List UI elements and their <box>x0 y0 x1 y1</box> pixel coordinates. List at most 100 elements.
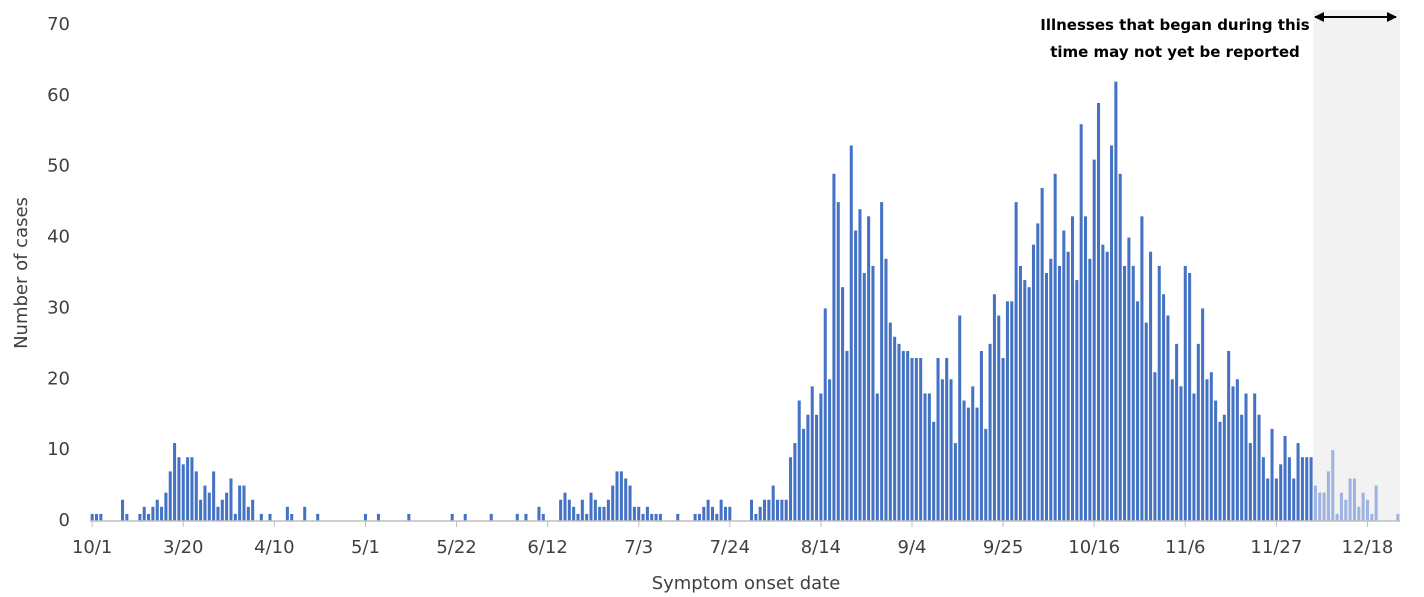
annotation-box: Illnesses that began during this time ma… <box>1040 16 1309 61</box>
bar <box>697 513 701 521</box>
bar <box>407 513 411 521</box>
bar <box>1070 216 1075 522</box>
bar <box>1153 372 1157 521</box>
bar <box>1339 492 1343 521</box>
bar <box>615 471 619 521</box>
bar <box>363 513 367 521</box>
bar <box>763 499 767 521</box>
bar <box>1253 393 1257 521</box>
bar <box>1348 478 1352 521</box>
bar <box>1114 81 1118 521</box>
bar <box>810 386 814 521</box>
bar <box>285 506 289 521</box>
bar <box>1001 358 1005 521</box>
bar <box>1331 450 1335 521</box>
bar <box>1270 428 1274 521</box>
bar <box>650 513 654 521</box>
x-tick-label: 11/6 <box>1165 537 1205 558</box>
bar <box>936 358 940 521</box>
bar <box>242 485 246 521</box>
bar <box>537 506 541 521</box>
bar <box>1296 443 1300 521</box>
bar <box>1227 350 1231 521</box>
bar <box>151 506 155 521</box>
bar <box>706 499 710 521</box>
bar <box>1144 322 1148 521</box>
bar <box>576 513 580 521</box>
bar <box>1192 393 1196 521</box>
bar <box>1261 457 1265 521</box>
bar <box>246 506 250 521</box>
bar <box>1222 414 1226 521</box>
bar <box>1370 513 1374 521</box>
bar <box>1023 280 1027 521</box>
bar <box>1196 343 1200 521</box>
bar <box>715 513 719 521</box>
bar <box>580 499 584 521</box>
bar <box>1014 202 1018 521</box>
bar <box>1044 273 1048 521</box>
x-tick-label: 7/24 <box>710 537 750 558</box>
bar <box>754 513 758 521</box>
bar <box>832 173 836 522</box>
bar <box>1365 499 1369 521</box>
bar <box>199 499 203 521</box>
bar <box>962 400 966 521</box>
bar <box>1175 343 1179 521</box>
bar <box>1149 251 1153 521</box>
bar <box>268 513 272 521</box>
bar <box>121 499 125 521</box>
x-tick-label: 10/16 <box>1068 537 1120 558</box>
bar <box>1079 124 1083 521</box>
bar <box>1361 492 1365 521</box>
bar <box>572 506 576 521</box>
bar <box>988 343 992 521</box>
bar <box>602 506 606 521</box>
bar <box>836 202 840 521</box>
bar <box>789 457 793 521</box>
bar <box>1101 244 1105 521</box>
bar <box>871 265 875 521</box>
bar <box>1357 506 1361 521</box>
bar <box>1283 435 1287 521</box>
bar <box>1257 414 1261 521</box>
bar <box>186 457 190 521</box>
bar <box>641 513 645 521</box>
bar <box>606 499 610 521</box>
bar <box>815 414 819 521</box>
bar <box>862 273 866 521</box>
x-tick-label: 8/14 <box>801 537 841 558</box>
bar <box>233 513 237 521</box>
bar <box>168 471 172 521</box>
bar <box>1240 414 1244 521</box>
bar <box>177 457 181 521</box>
bar <box>1131 265 1135 521</box>
bar <box>1374 485 1378 521</box>
bar <box>702 506 706 521</box>
bar <box>958 315 962 521</box>
bar <box>90 513 94 521</box>
bar <box>147 513 151 521</box>
x-tick-label: 9/4 <box>898 537 927 558</box>
bar <box>932 421 936 521</box>
bar <box>1322 492 1326 521</box>
y-tick-label: 10 <box>47 439 70 460</box>
bar <box>203 485 207 521</box>
bar <box>225 492 229 521</box>
bar <box>1292 478 1296 521</box>
bar <box>849 145 853 521</box>
bar <box>841 287 845 521</box>
bar <box>901 350 905 521</box>
bar <box>914 358 918 521</box>
bar <box>992 294 996 521</box>
bar <box>376 513 380 521</box>
bar <box>971 386 975 521</box>
bar <box>585 513 589 521</box>
bar <box>251 499 255 521</box>
bar <box>875 393 879 521</box>
x-tick-label: 10/1 <box>72 537 112 558</box>
bar <box>858 209 862 521</box>
x-tick-label: 5/1 <box>351 537 380 558</box>
